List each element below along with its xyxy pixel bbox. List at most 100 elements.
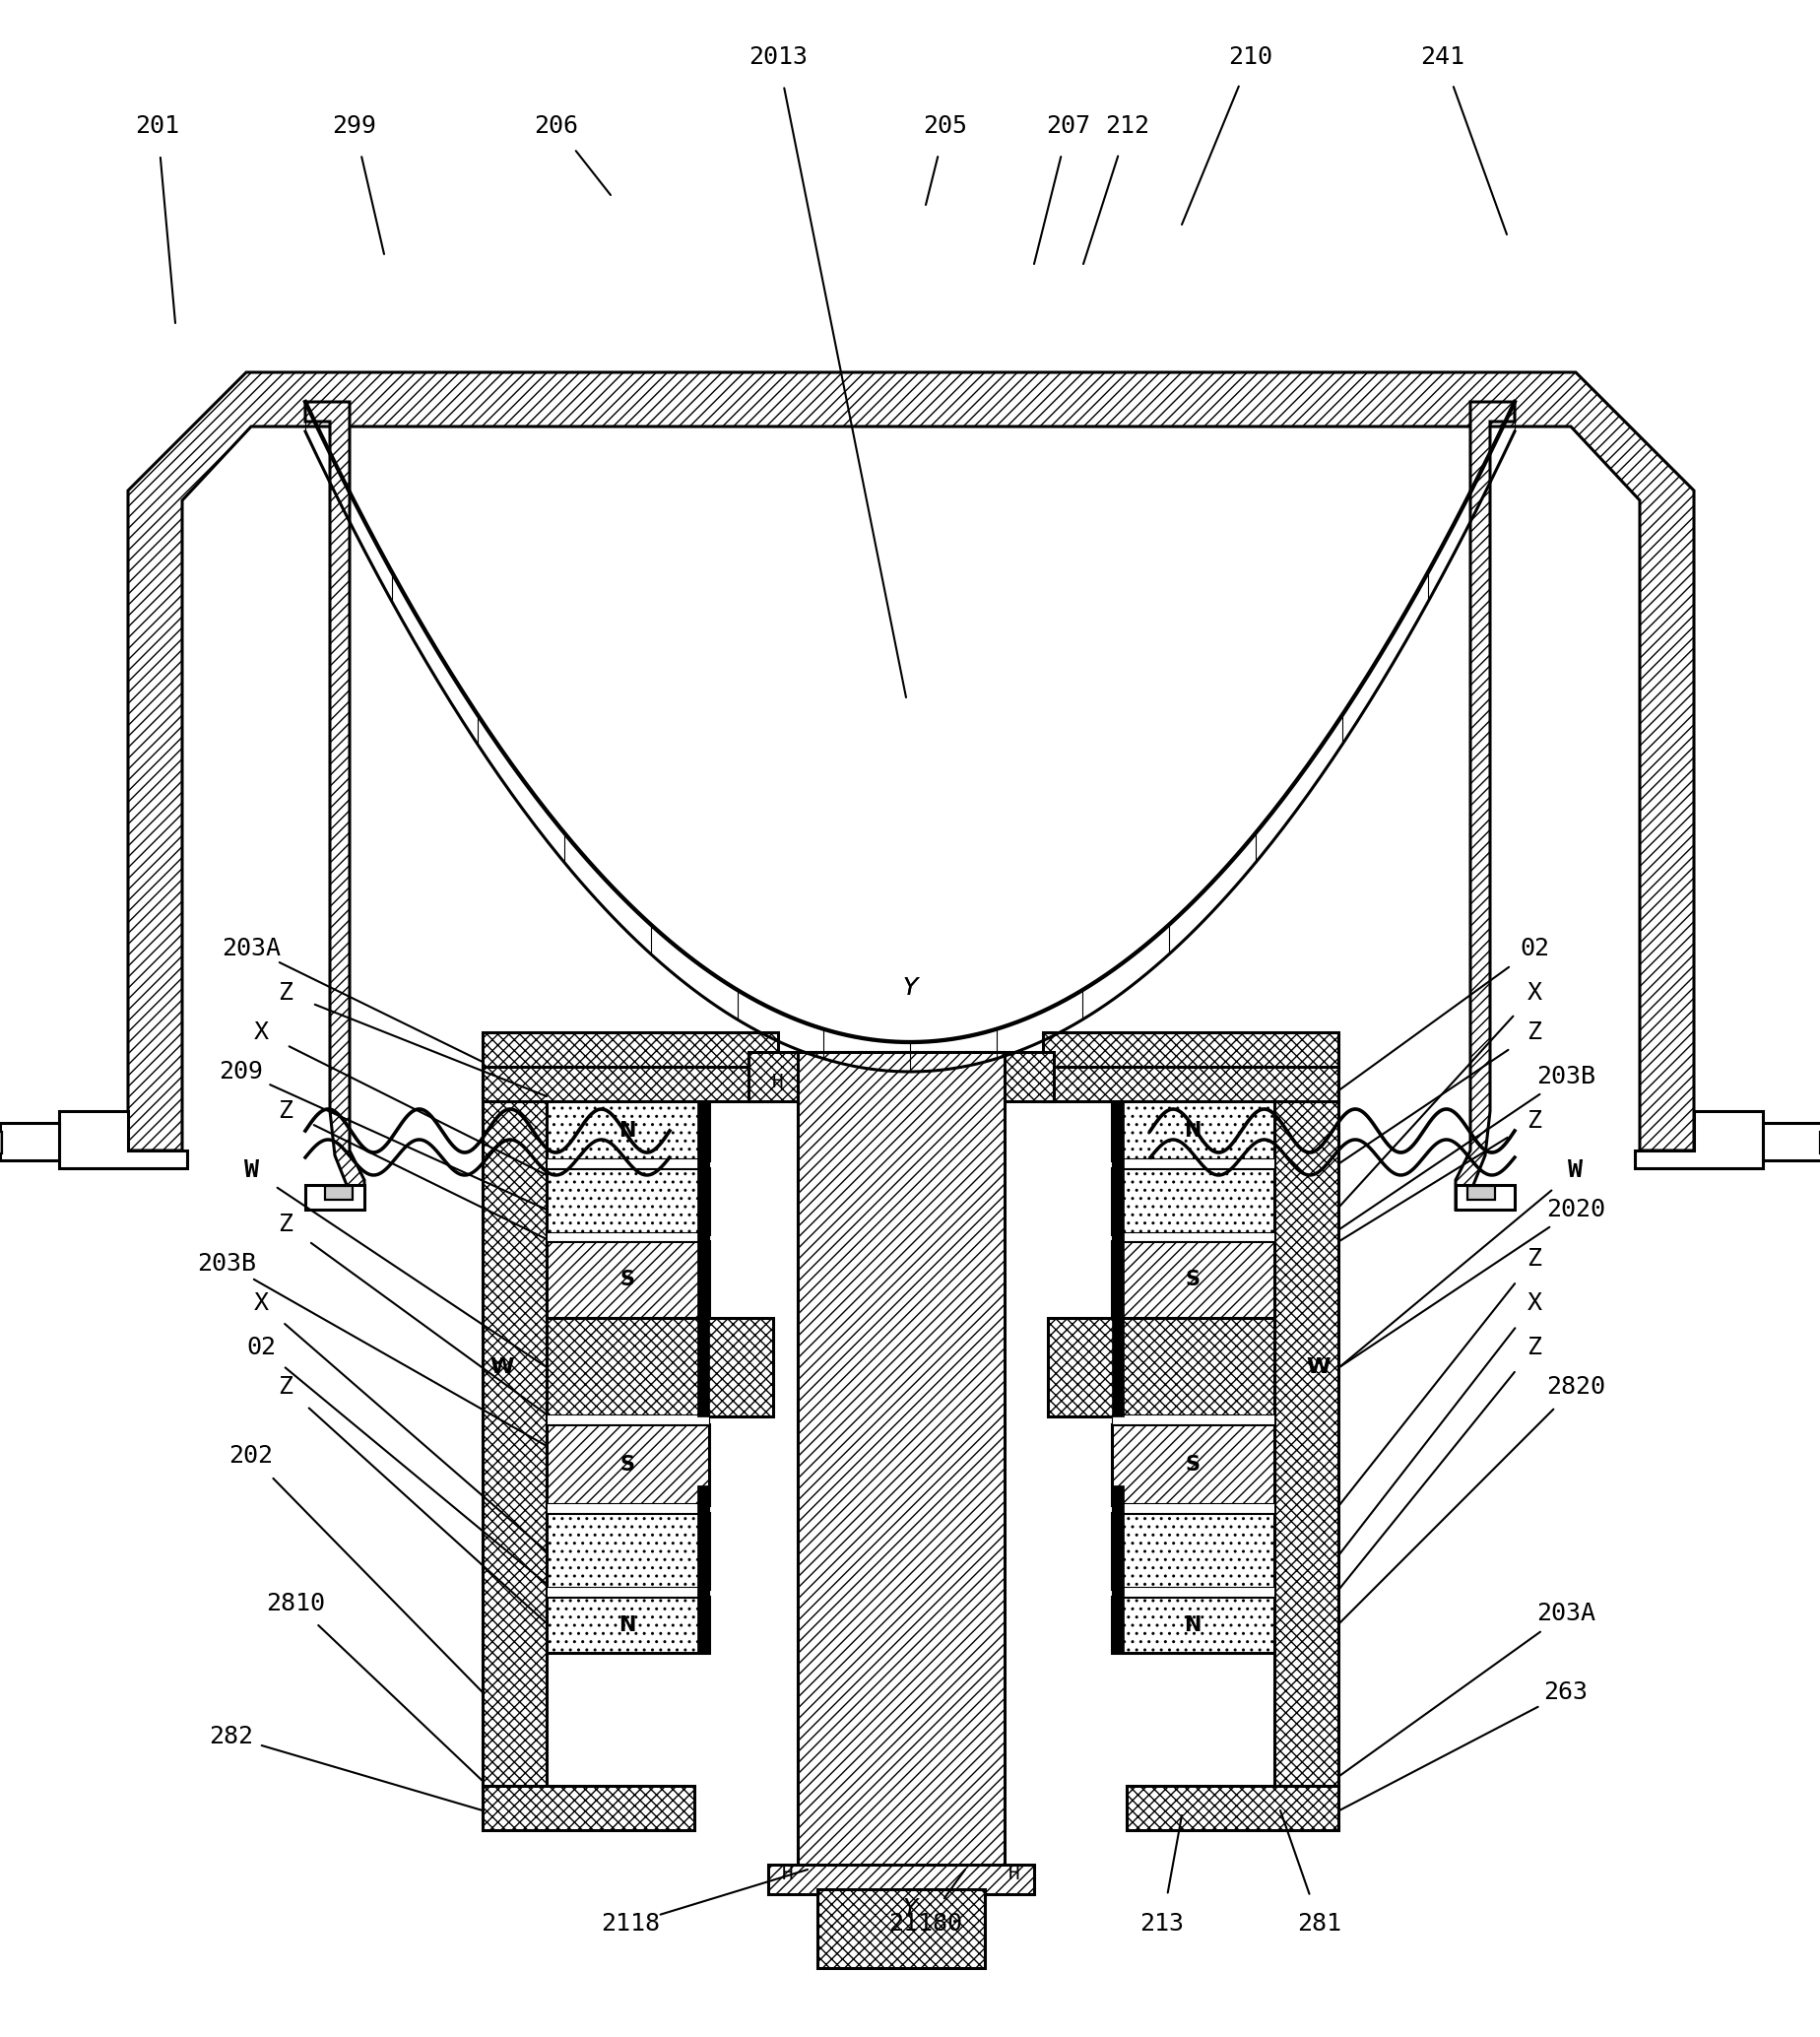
Text: Y: Y [903,976,917,1000]
Text: X: X [1527,1291,1542,1316]
Bar [1112,1102,1274,1161]
Bar [482,1082,546,1791]
Text: X: X [1527,982,1542,1004]
Bar [697,1102,708,1416]
Text: Z: Z [278,1212,293,1236]
Bar [482,1061,777,1102]
Text: 2020: 2020 [1545,1198,1605,1222]
Polygon shape [58,1110,187,1169]
Text: 2118: 2118 [601,1913,659,1935]
Text: N: N [619,1615,635,1636]
Polygon shape [1634,1110,1762,1169]
Text: 202: 202 [229,1444,273,1469]
Bar [306,1186,364,1210]
Text: 201: 201 [135,114,180,139]
Bar [546,1241,708,1318]
Bar [546,1169,708,1234]
Text: Z: Z [278,982,293,1004]
Text: N: N [1183,1615,1201,1636]
Bar [1046,1318,1274,1416]
Bar [1112,1232,1274,1241]
Text: Z: Z [1527,1021,1542,1045]
Bar [1112,1159,1274,1169]
Bar [748,1051,1054,1102]
Bar [1043,1061,1338,1102]
Text: H: H [1008,1866,1019,1884]
Text: 299: 299 [333,114,377,139]
Text: Z: Z [1527,1247,1542,1271]
Text: S: S [1185,1454,1199,1475]
Text: Z: Z [1527,1108,1542,1133]
Text: X: X [253,1021,268,1045]
Text: Y: Y [903,976,917,1000]
Bar [1762,1122,1820,1161]
Bar [546,1414,708,1424]
Bar [1467,1186,1494,1200]
Bar [768,1864,1034,1894]
Text: 2013: 2013 [748,45,806,69]
Text: 206: 206 [533,114,579,139]
Bar [1112,1241,1274,1318]
Bar [1112,1414,1274,1424]
Bar [1454,1186,1514,1210]
Bar [482,1033,777,1067]
Text: S: S [1185,1269,1199,1289]
Text: 203B: 203B [197,1253,257,1275]
Text: Y: Y [903,1896,917,1921]
Text: 02: 02 [1520,937,1549,959]
Text: X: X [253,1291,268,1316]
Text: W: W [244,1159,258,1181]
Bar [817,1888,985,1968]
Polygon shape [127,373,1693,1151]
Text: 241: 241 [1420,45,1463,69]
Bar [697,1485,708,1652]
Text: W: W [1567,1159,1582,1181]
Bar [1043,1033,1338,1067]
Text: S: S [619,1269,635,1289]
Bar [546,1102,708,1161]
Bar [546,1587,708,1597]
Bar [797,1051,1005,1870]
Bar [1112,1424,1274,1505]
Text: H: H [781,1866,794,1884]
Bar [1127,1786,1338,1829]
Bar [546,1503,708,1513]
Text: 207: 207 [1046,114,1090,139]
Text: 205: 205 [923,114,966,139]
Text: S: S [619,1454,635,1475]
Bar [1112,1169,1274,1234]
Text: Z: Z [1527,1336,1542,1359]
Bar [546,1597,708,1652]
Bar [546,1318,774,1416]
Bar [1274,1082,1338,1791]
Bar [1112,1485,1123,1652]
Text: 209: 209 [218,1059,264,1084]
Text: Z: Z [278,1375,293,1399]
Text: 263: 263 [1543,1681,1587,1705]
Bar [1112,1587,1274,1597]
Bar [1112,1597,1274,1652]
Text: 203B: 203B [1536,1065,1594,1088]
Bar [324,1186,353,1200]
Bar [0,1133,2,1153]
Polygon shape [1454,401,1514,1210]
Text: 203A: 203A [1536,1601,1594,1626]
Text: W: W [490,1357,513,1377]
Text: 21180: 21180 [888,1913,963,1935]
Bar [1112,1503,1274,1513]
Text: 212: 212 [1105,114,1148,139]
Bar [1112,1102,1123,1416]
Text: 2820: 2820 [1545,1375,1605,1399]
Bar [0,1122,58,1161]
Bar [546,1513,708,1589]
Text: 2810: 2810 [266,1591,324,1615]
Text: 281: 281 [1298,1913,1341,1935]
Text: N: N [619,1120,635,1141]
Text: 203A: 203A [222,937,280,959]
Bar [546,1232,708,1241]
Text: 210: 210 [1228,45,1272,69]
Text: Z: Z [278,1100,293,1122]
Text: 213: 213 [1139,1913,1183,1935]
Polygon shape [306,401,364,1210]
Text: 282: 282 [209,1725,253,1748]
